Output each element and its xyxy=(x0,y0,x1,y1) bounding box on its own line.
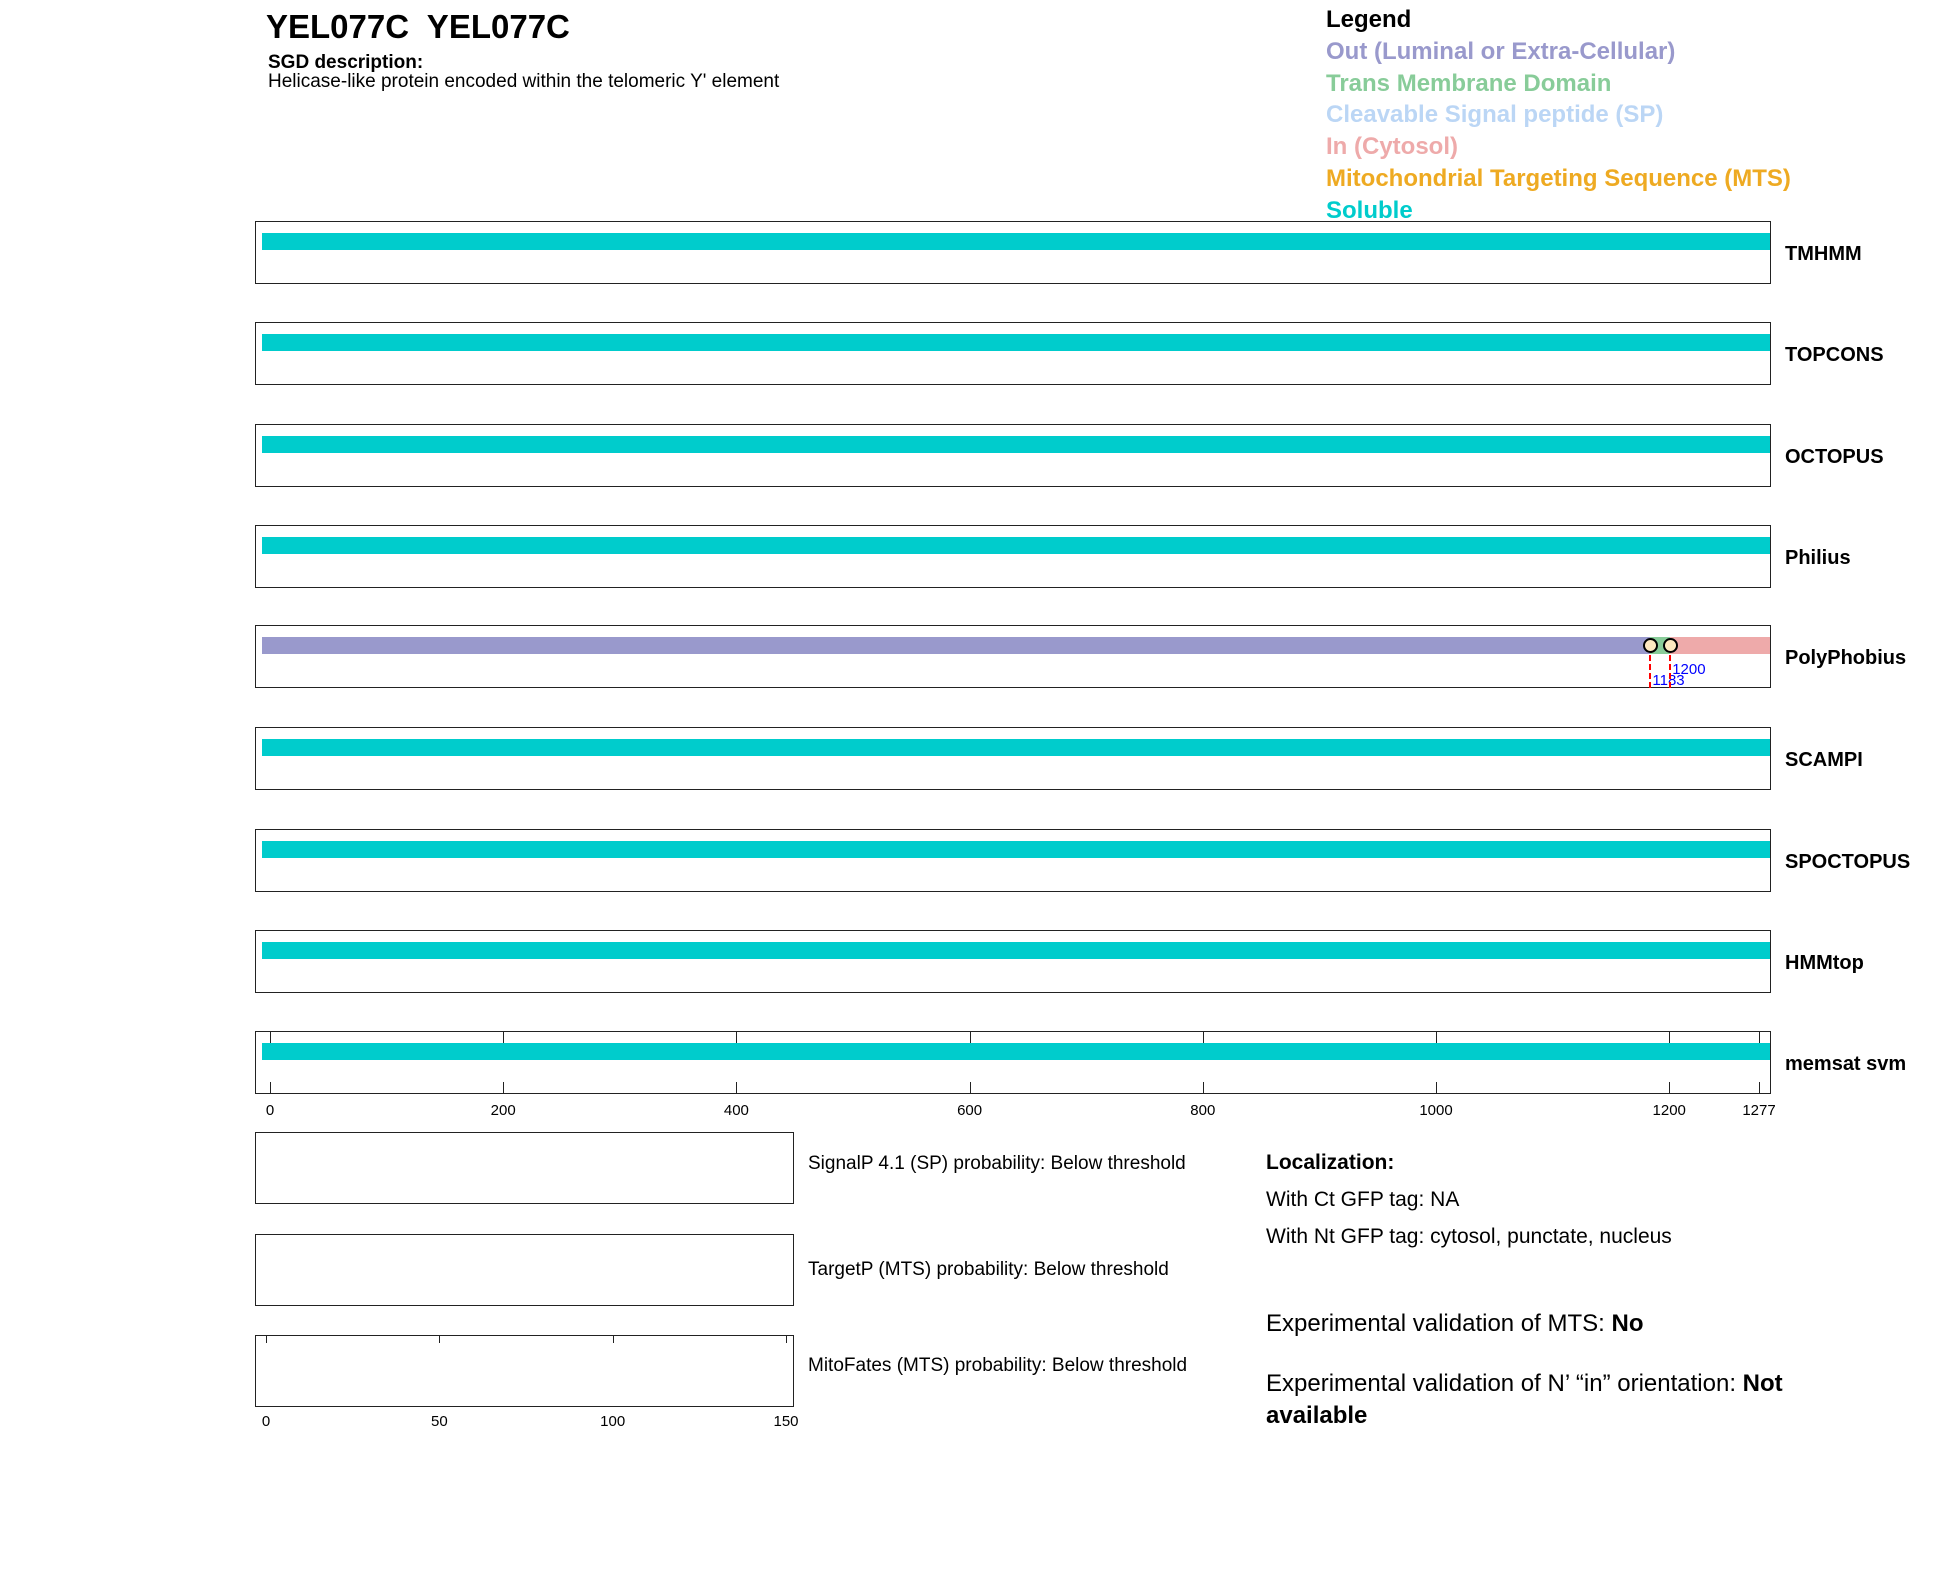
legend-item: Cleavable Signal peptide (SP) xyxy=(1326,101,1664,129)
segment-soluble xyxy=(262,334,1770,351)
marker-line xyxy=(1669,646,1672,688)
track-polyphobius: 1183 1200 xyxy=(255,625,1771,689)
page-title: YEL077C YEL077C xyxy=(266,8,570,45)
axis-tick xyxy=(736,1031,738,1043)
legend-item: In (Cytosol) xyxy=(1326,133,1458,161)
axis-tick xyxy=(1669,1082,1671,1094)
track-spoctopus xyxy=(255,829,1771,892)
axis-tick xyxy=(503,1031,505,1043)
track-label: SCAMPI xyxy=(1785,749,1863,771)
marker-circle xyxy=(1663,638,1679,653)
segment-soluble xyxy=(262,942,1770,959)
track-label: memsat svm xyxy=(1785,1053,1907,1075)
segment-soluble xyxy=(262,1043,1770,1060)
axis-tick xyxy=(1759,1031,1760,1043)
segment-soluble xyxy=(262,537,1770,554)
axis-tick xyxy=(270,1082,271,1094)
axis-tick xyxy=(736,1082,738,1094)
axis-tick xyxy=(969,1031,971,1043)
segment-in xyxy=(1670,637,1770,654)
track-scampi xyxy=(255,727,1771,790)
axis-tick-label: 1277 xyxy=(1742,1102,1776,1119)
mitofates-label: MitoFates (MTS) probability: Below thres… xyxy=(808,1355,1188,1376)
axis-tick xyxy=(1202,1031,1204,1043)
marker-label: 1183 xyxy=(1652,672,1685,689)
localization-heading: Localization: xyxy=(1266,1151,1395,1174)
track-label: OCTOPUS xyxy=(1785,446,1884,468)
axis-tick-label: 400 xyxy=(723,1102,749,1119)
segment-out xyxy=(262,637,1651,654)
sgd-description: Helicase-like protein encoded within the… xyxy=(268,71,780,92)
track-label: PolyPhobius xyxy=(1785,647,1907,669)
targetp-plot xyxy=(255,1234,794,1306)
track-label: HMMtop xyxy=(1785,952,1864,974)
mitofates-plot xyxy=(255,1335,794,1407)
orientation-validation: Experimental validation of N’ “in” orien… xyxy=(1266,1368,1866,1432)
marker-circle xyxy=(1643,638,1659,653)
axis-tick xyxy=(1436,1082,1437,1094)
small-axis-tick-label: 100 xyxy=(600,1413,626,1430)
axis-tick-label: 800 xyxy=(1190,1102,1216,1119)
legend-title: Legend xyxy=(1326,6,1412,33)
segment-soluble xyxy=(262,436,1770,453)
track-topcons xyxy=(255,322,1771,385)
mts-validation-label: Experimental validation of MTS: xyxy=(1266,1310,1612,1337)
track-octopus xyxy=(255,424,1771,487)
sgd-heading: SGD description: xyxy=(268,52,424,73)
localization-nt: With Nt GFP tag: cytosol, punctate, nucl… xyxy=(1266,1225,1672,1248)
track-label: TMHMM xyxy=(1785,243,1862,265)
axis-tick-label: 200 xyxy=(490,1102,516,1119)
small-axis-tick xyxy=(439,1335,441,1343)
track-label: SPOCTOPUS xyxy=(1785,851,1911,873)
legend: Legend Out (Luminal or Extra-Cellular) Tr… xyxy=(1326,4,1791,227)
axis-tick xyxy=(1202,1082,1204,1094)
axis-tick xyxy=(1436,1031,1437,1043)
small-axis-tick-label: 50 xyxy=(430,1413,448,1430)
localization-ct: With Ct GFP tag: NA xyxy=(1266,1188,1460,1211)
track-philius xyxy=(255,525,1771,588)
axis-tick xyxy=(1669,1031,1671,1043)
orientation-validation-label: Experimental validation of N’ “in” orien… xyxy=(1266,1370,1743,1397)
small-axis-tick-label: 150 xyxy=(773,1413,799,1430)
small-axis-tick xyxy=(786,1335,787,1343)
axis-tick xyxy=(969,1082,971,1094)
track-label: Philius xyxy=(1785,547,1851,569)
signalp-label: SignalP 4.1 (SP) probability: Below thre… xyxy=(808,1153,1186,1174)
marker-label: 1200 xyxy=(1672,661,1706,678)
marker-line xyxy=(1649,646,1652,688)
track-memsat-svm xyxy=(255,1031,1771,1094)
track-tmhmm xyxy=(255,221,1771,284)
legend-item: Soluble xyxy=(1326,196,1413,224)
axis-tick-label: 600 xyxy=(957,1102,983,1119)
axis-tick xyxy=(270,1031,271,1043)
segment-soluble xyxy=(262,233,1770,250)
track-label: TOPCONS xyxy=(1785,344,1884,366)
small-axis-tick xyxy=(266,1335,267,1343)
axis-tick xyxy=(503,1082,505,1094)
axis-tick-label: 0 xyxy=(265,1102,275,1119)
axis-tick-label: 1200 xyxy=(1652,1102,1686,1119)
axis-tick-label: 1000 xyxy=(1419,1102,1453,1119)
orientation-validation-value: Not available xyxy=(1266,1370,1783,1429)
segment-soluble xyxy=(262,739,1770,756)
segment-soluble xyxy=(262,841,1770,858)
small-axis-tick-label: 0 xyxy=(261,1413,271,1430)
legend-item: Trans Membrane Domain xyxy=(1326,69,1612,97)
legend-item: Out (Luminal or Extra-Cellular) xyxy=(1326,37,1676,65)
targetp-label: TargetP (MTS) probability: Below thresho… xyxy=(808,1259,1169,1280)
mts-validation-value: No xyxy=(1611,1310,1644,1337)
mts-validation: Experimental validation of MTS: No xyxy=(1266,1308,1866,1340)
axis-tick xyxy=(1759,1082,1760,1094)
legend-item: Mitochondrial Targeting Sequence (MTS) xyxy=(1326,164,1791,192)
track-hmmtop xyxy=(255,930,1771,993)
signalp-plot xyxy=(255,1132,794,1204)
small-axis-tick xyxy=(612,1335,614,1343)
